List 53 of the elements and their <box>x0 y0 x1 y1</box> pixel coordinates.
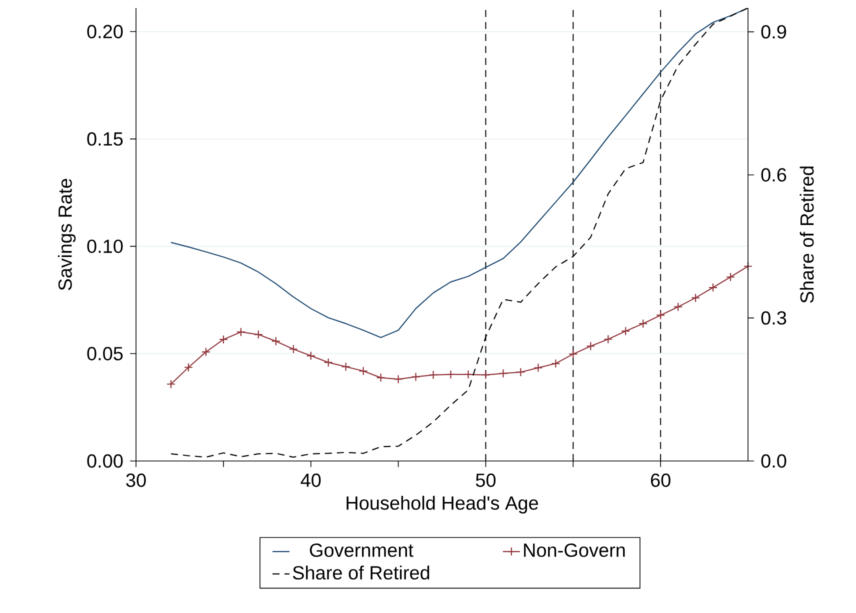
y2-tick-label: 0.3 <box>761 311 786 325</box>
y-axis-title: Savings Rate <box>58 178 76 290</box>
point <box>656 310 666 320</box>
point <box>236 327 246 337</box>
point <box>568 350 578 359</box>
y-tick-label: 0.00 <box>87 454 123 468</box>
point <box>376 373 386 382</box>
point <box>516 368 526 377</box>
y-tick-label: 0.05 <box>87 346 123 360</box>
point <box>446 370 456 380</box>
point <box>358 366 368 376</box>
y2-axis-title: Share of Retired <box>800 166 814 303</box>
point <box>691 293 700 302</box>
x-tick-label: 50 <box>476 474 496 487</box>
point <box>306 351 316 360</box>
point <box>324 358 333 367</box>
point <box>411 372 420 382</box>
x-axis-title: Household Head's Age <box>346 496 538 514</box>
point <box>586 342 596 351</box>
point <box>201 347 210 356</box>
point <box>674 302 683 312</box>
point <box>218 334 228 344</box>
point <box>288 344 298 354</box>
y-tick-label: 0.20 <box>87 24 123 38</box>
y-tick-label: 0.10 <box>87 240 123 254</box>
point <box>464 370 473 380</box>
y2-tick-label: 0.9 <box>761 25 786 39</box>
point <box>271 336 280 346</box>
legend-label: Non-Govern <box>524 543 625 557</box>
point <box>638 319 648 328</box>
point <box>254 330 263 340</box>
point <box>498 368 508 378</box>
line-series <box>170 8 748 338</box>
legend-label: Share of Retired <box>292 566 430 580</box>
point <box>428 370 438 380</box>
point <box>534 363 543 372</box>
y2-tick-label: 0.6 <box>761 168 786 182</box>
x-tick-label: 60 <box>650 474 670 487</box>
point <box>621 326 630 336</box>
point <box>708 282 718 292</box>
x-tick-label: 30 <box>126 474 146 487</box>
y-tick-label: 0.15 <box>87 132 123 146</box>
point <box>481 370 490 380</box>
x-tick-label: 40 <box>300 474 321 487</box>
point <box>394 374 403 384</box>
legend-label: Government <box>310 543 414 557</box>
point <box>604 334 613 344</box>
point <box>184 362 194 372</box>
point <box>726 272 736 282</box>
point <box>551 358 560 368</box>
point <box>341 362 350 372</box>
y2-tick-label: 0.0 <box>761 454 786 468</box>
point <box>166 380 176 389</box>
